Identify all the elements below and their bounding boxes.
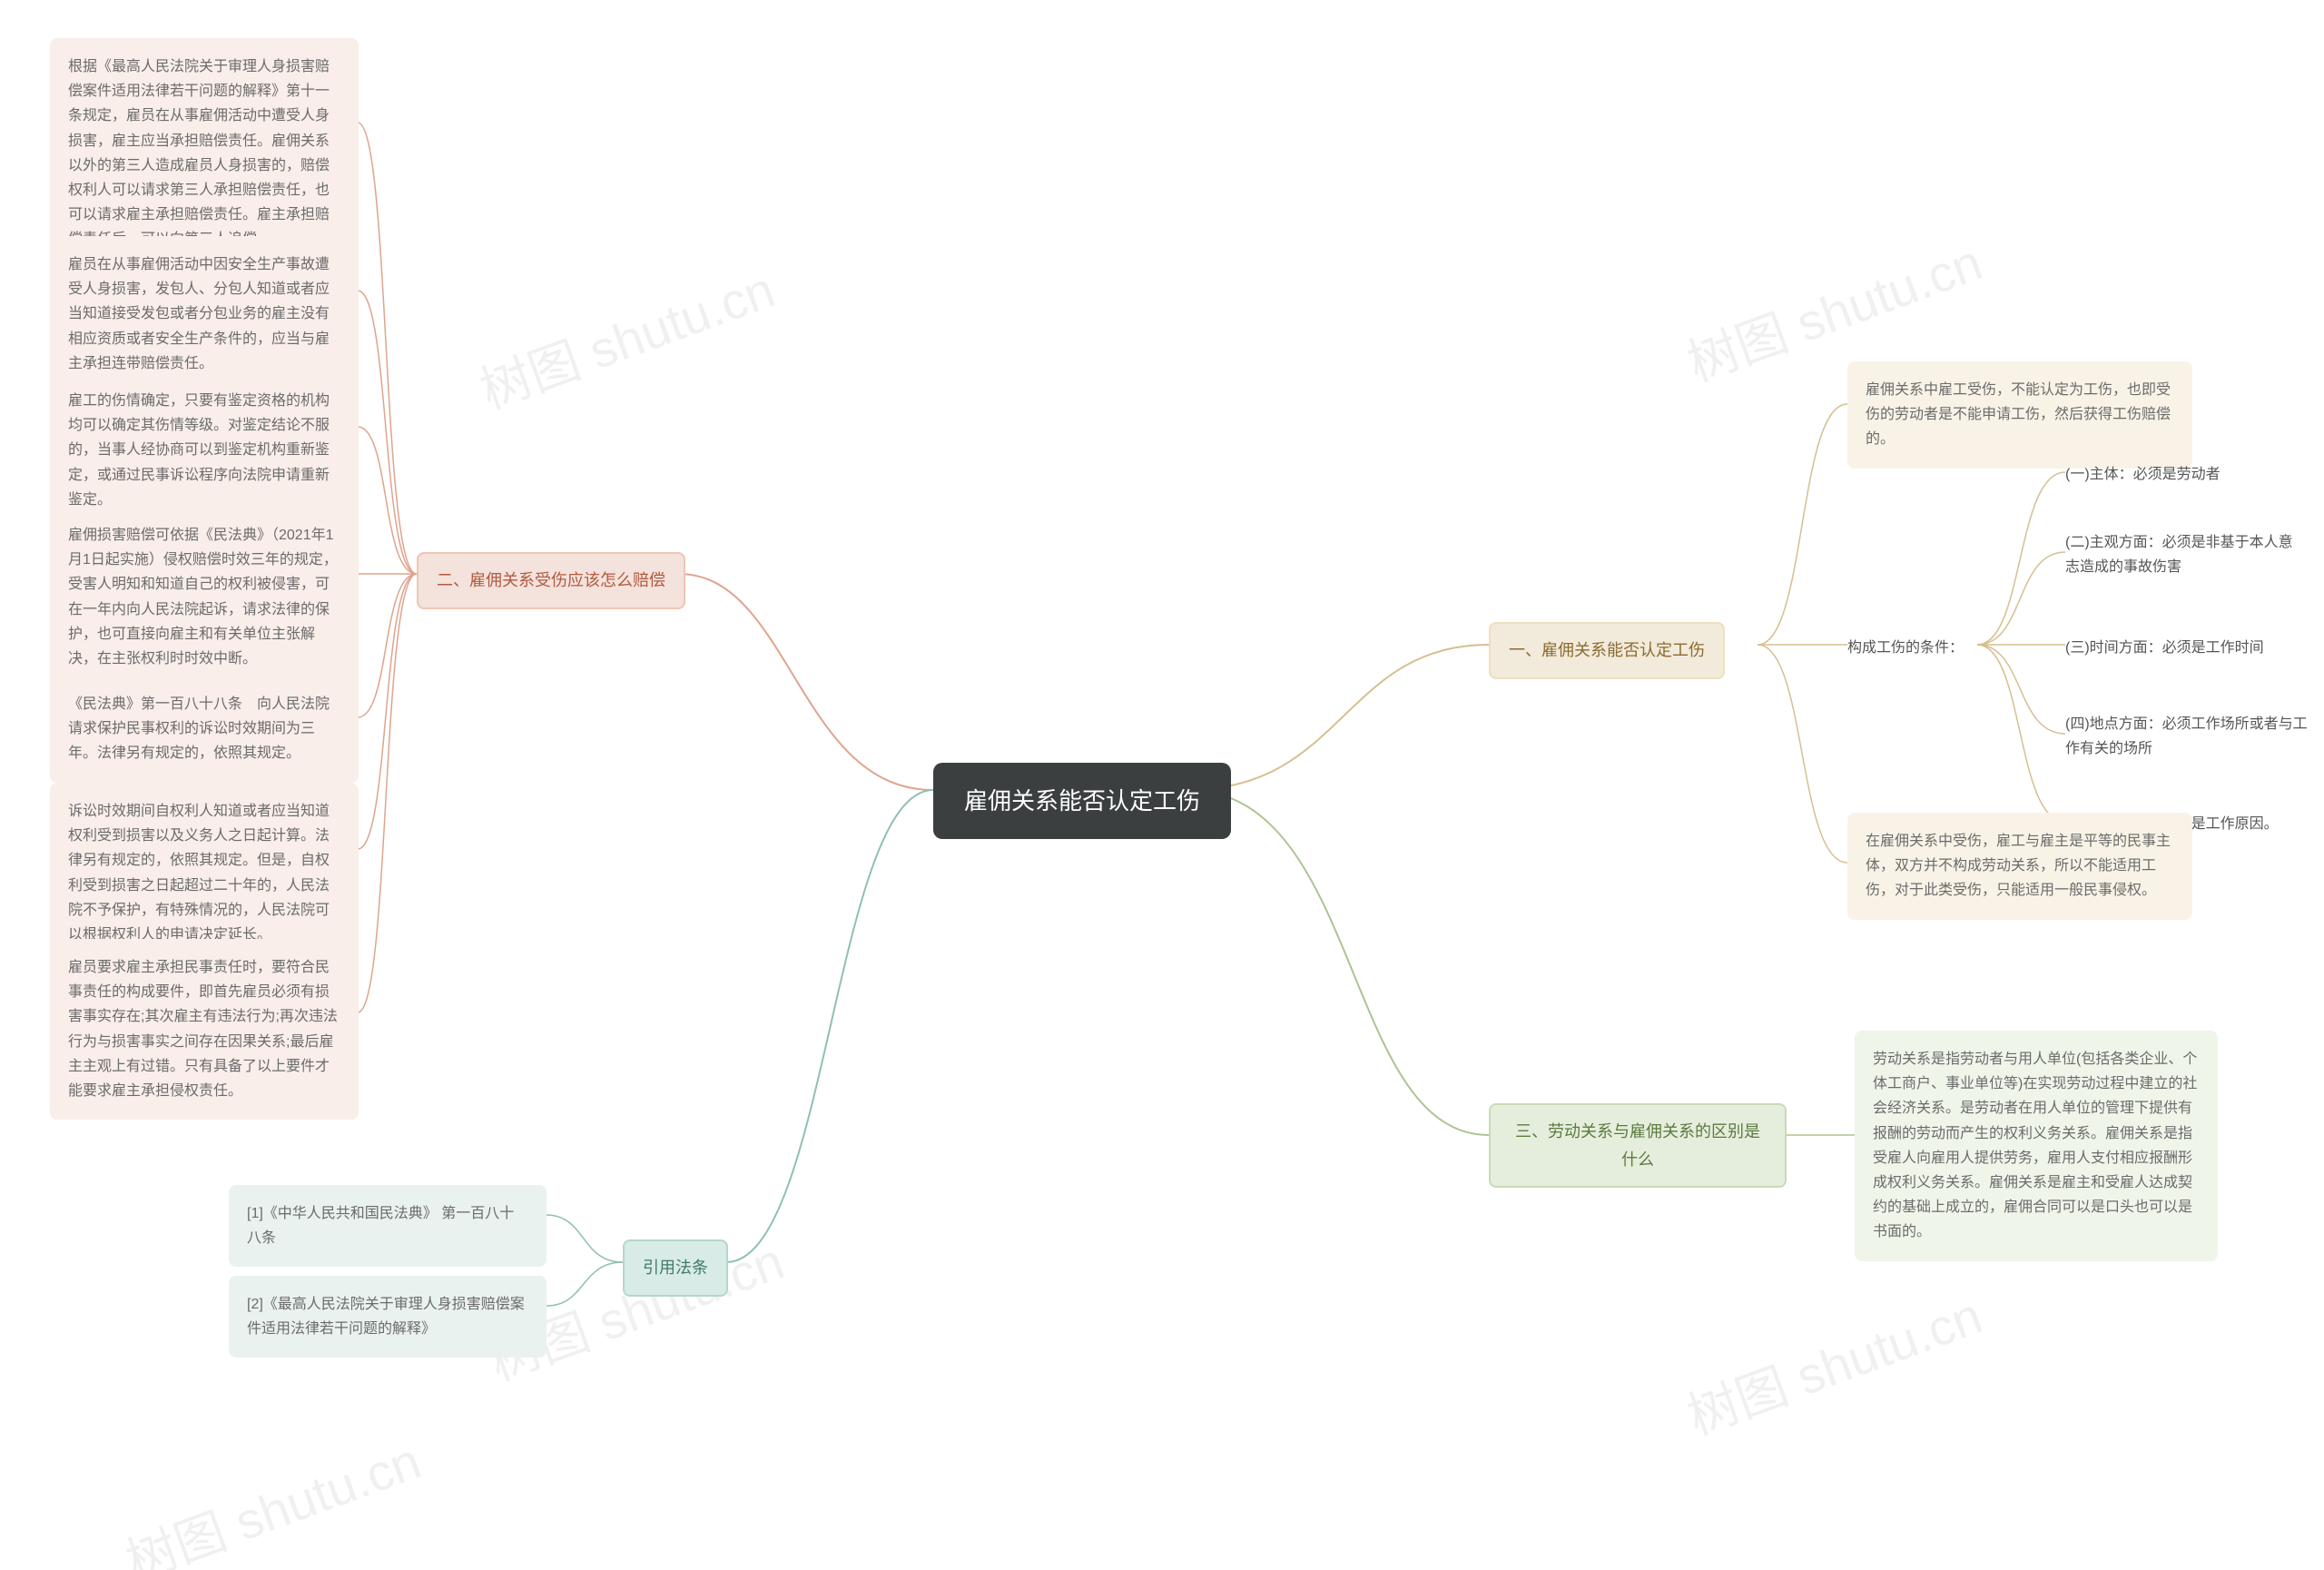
watermark: 树图 shutu.cn — [468, 249, 783, 423]
branch2-card-e: 《民法典》第一百八十八条 向人民法院请求保护民事权利的诉讼时效期间为三年。法律另… — [50, 676, 359, 783]
branch1-cond-b: (二)主观方面：必须是非基于本人意志造成的事故伤害 — [2065, 527, 2301, 583]
branch4-card-a: [1]《中华人民共和国民法典》 第一百八十八条 — [229, 1185, 547, 1267]
branch-4: 引用法条 — [623, 1239, 728, 1297]
branch1-card-2: 在雇佣关系中受伤，雇工与雇主是平等的民事主体，双方并不构成劳动关系，所以不能适用… — [1847, 813, 2192, 920]
branch3-card: 劳动关系是指劳动者与用人单位(包括各类企业、个体工商户、事业单位等)在实现劳动过… — [1855, 1031, 2218, 1261]
branch1-card-0: 雇佣关系中雇工受伤，不能认定为工伤，也即受伤的劳动者是不能申请工伤，然后获得工伤… — [1847, 361, 2192, 469]
branch2-card-f: 诉讼时效期间自权利人知道或者应当知道权利受到损害以及义务人之日起计算。法律另有规… — [50, 783, 359, 963]
branch-3: 三、劳动关系与雇佣关系的区别是什么 — [1489, 1103, 1787, 1188]
branch2-card-g: 雇员要求雇主承担民事责任时，要符合民事责任的构成要件，即首先雇员必须有损害事实存… — [50, 939, 359, 1120]
branch1-cond-c: (三)时间方面：必须是工作时间 — [2065, 632, 2301, 664]
branch2-card-a: 根据《最高人民法院关于审理人身损害赔偿案件适用法律若干问题的解释》第十一条规定，… — [50, 38, 359, 269]
branch4-card-b: [2]《最高人民法院关于审理人身损害赔偿案件适用法律若干问题的解释》 — [229, 1276, 547, 1358]
branch2-card-b: 雇员在从事雇佣活动中因安全生产事故遭受人身损害，发包人、分包人知道或者应当知道接… — [50, 236, 359, 392]
branch1-stub: 构成工伤的条件： — [1847, 632, 1964, 664]
branch1-cond-a: (一)主体：必须是劳动者 — [2065, 459, 2265, 490]
branch-2: 二、雇佣关系受伤应该怎么赔偿 — [417, 552, 685, 609]
branch1-cond-d: (四)地点方面：必须工作场所或者与工作有关的场所 — [2065, 708, 2310, 765]
branch2-card-d: 雇佣损害赔偿可依据《民法典》（2021年1月1日起实施）侵权赔偿时效三年的规定，… — [50, 507, 359, 687]
root-node: 雇佣关系能否认定工伤 — [933, 763, 1231, 839]
branch2-card-c: 雇工的伤情确定，只要有鉴定资格的机构均可以确定其伤情等级。对鉴定结论不服的，当事… — [50, 372, 359, 528]
watermark: 树图 shutu.cn — [114, 1420, 429, 1570]
branch-1: 一、雇佣关系能否认定工伤 — [1489, 622, 1725, 679]
watermark: 树图 shutu.cn — [1676, 1275, 1991, 1449]
